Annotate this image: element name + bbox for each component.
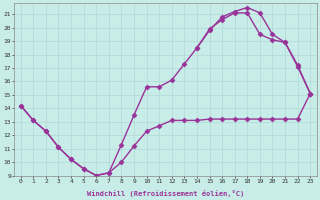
X-axis label: Windchill (Refroidissement éolien,°C): Windchill (Refroidissement éolien,°C) <box>87 190 244 197</box>
